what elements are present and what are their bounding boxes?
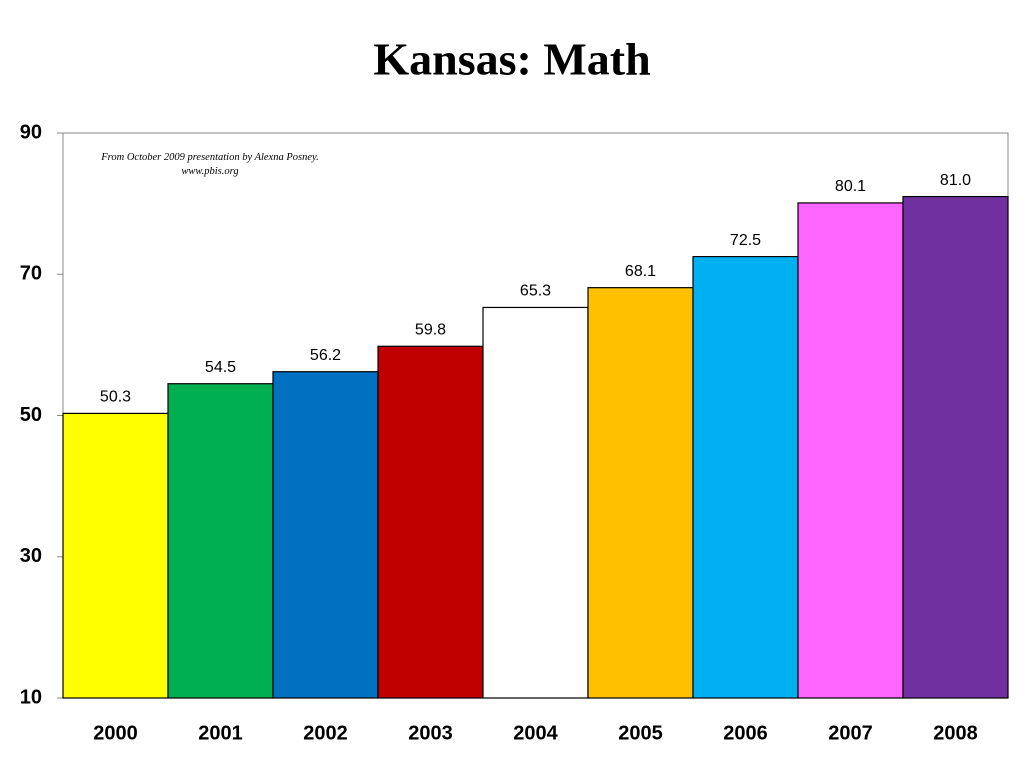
bar	[482, 306, 589, 699]
bar	[272, 371, 379, 699]
value-label: 65.3	[520, 283, 551, 300]
x-tick-label: 2001	[198, 722, 243, 744]
value-label: 81.0	[940, 172, 971, 189]
bar	[587, 287, 694, 699]
value-label: 72.5	[730, 232, 761, 249]
bar	[62, 412, 169, 699]
y-tick-label: 50	[20, 404, 42, 426]
x-tick-label: 2003	[408, 722, 453, 744]
bar	[797, 202, 904, 699]
y-tick-label: 30	[20, 545, 42, 567]
x-tick-label: 2000	[93, 722, 138, 744]
bar	[377, 345, 484, 699]
y-tick-label: 10	[20, 686, 42, 708]
bar	[167, 383, 274, 699]
x-tick-label: 2008	[933, 722, 978, 744]
chart-title: Kansas: Math	[373, 34, 650, 85]
x-tick-label: 2007	[828, 722, 873, 744]
bar	[902, 195, 1009, 699]
value-label: 54.5	[205, 359, 236, 376]
value-label: 80.1	[835, 178, 866, 195]
value-label: 59.8	[415, 322, 446, 339]
x-tick-label: 2004	[513, 722, 558, 744]
annotation: From October 2009 presentation by Alexna…	[101, 152, 319, 177]
value-label: 56.2	[310, 347, 341, 364]
x-tick-label: 2005	[618, 722, 663, 744]
y-tick-label: 70	[20, 263, 42, 285]
value-label: 50.3	[100, 389, 131, 406]
x-tick-label: 2006	[723, 722, 768, 744]
bar	[692, 255, 799, 699]
y-tick-label: 90	[20, 121, 42, 143]
x-tick-label: 2002	[303, 722, 348, 744]
value-label: 68.1	[625, 263, 656, 280]
